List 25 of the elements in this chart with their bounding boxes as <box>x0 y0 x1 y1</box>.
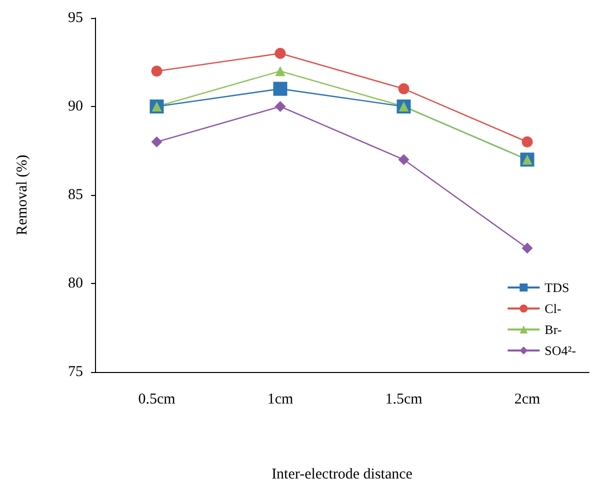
point <box>273 82 288 96</box>
legend-label: TDS <box>544 280 570 295</box>
y-tick-label: 80 <box>68 276 83 292</box>
point <box>398 83 410 94</box>
x-tick-label: 0.5cm <box>138 392 176 408</box>
x-tick-label: 1.5cm <box>385 392 423 408</box>
y-axis-title: Removal (%) <box>14 154 30 236</box>
y-tick-label: 85 <box>68 187 83 203</box>
x-tick-label: 1cm <box>267 392 294 408</box>
legend-label: Cl- <box>544 301 562 316</box>
x-tick-label: 2cm <box>514 392 540 408</box>
point <box>274 101 286 112</box>
point <box>151 136 162 148</box>
point <box>522 242 533 254</box>
legend-label: SO4²- <box>544 343 576 358</box>
point <box>274 48 286 59</box>
y-tick-label: 90 <box>68 98 83 114</box>
x-axis-title: Inter-electrode distance <box>272 466 413 482</box>
y-tick-label: 75 <box>68 364 83 380</box>
point <box>398 154 410 166</box>
point <box>275 66 286 76</box>
legend-label: Br- <box>544 322 562 337</box>
point <box>151 66 162 77</box>
y-tick-label: 95 <box>68 10 83 26</box>
point <box>522 136 533 148</box>
